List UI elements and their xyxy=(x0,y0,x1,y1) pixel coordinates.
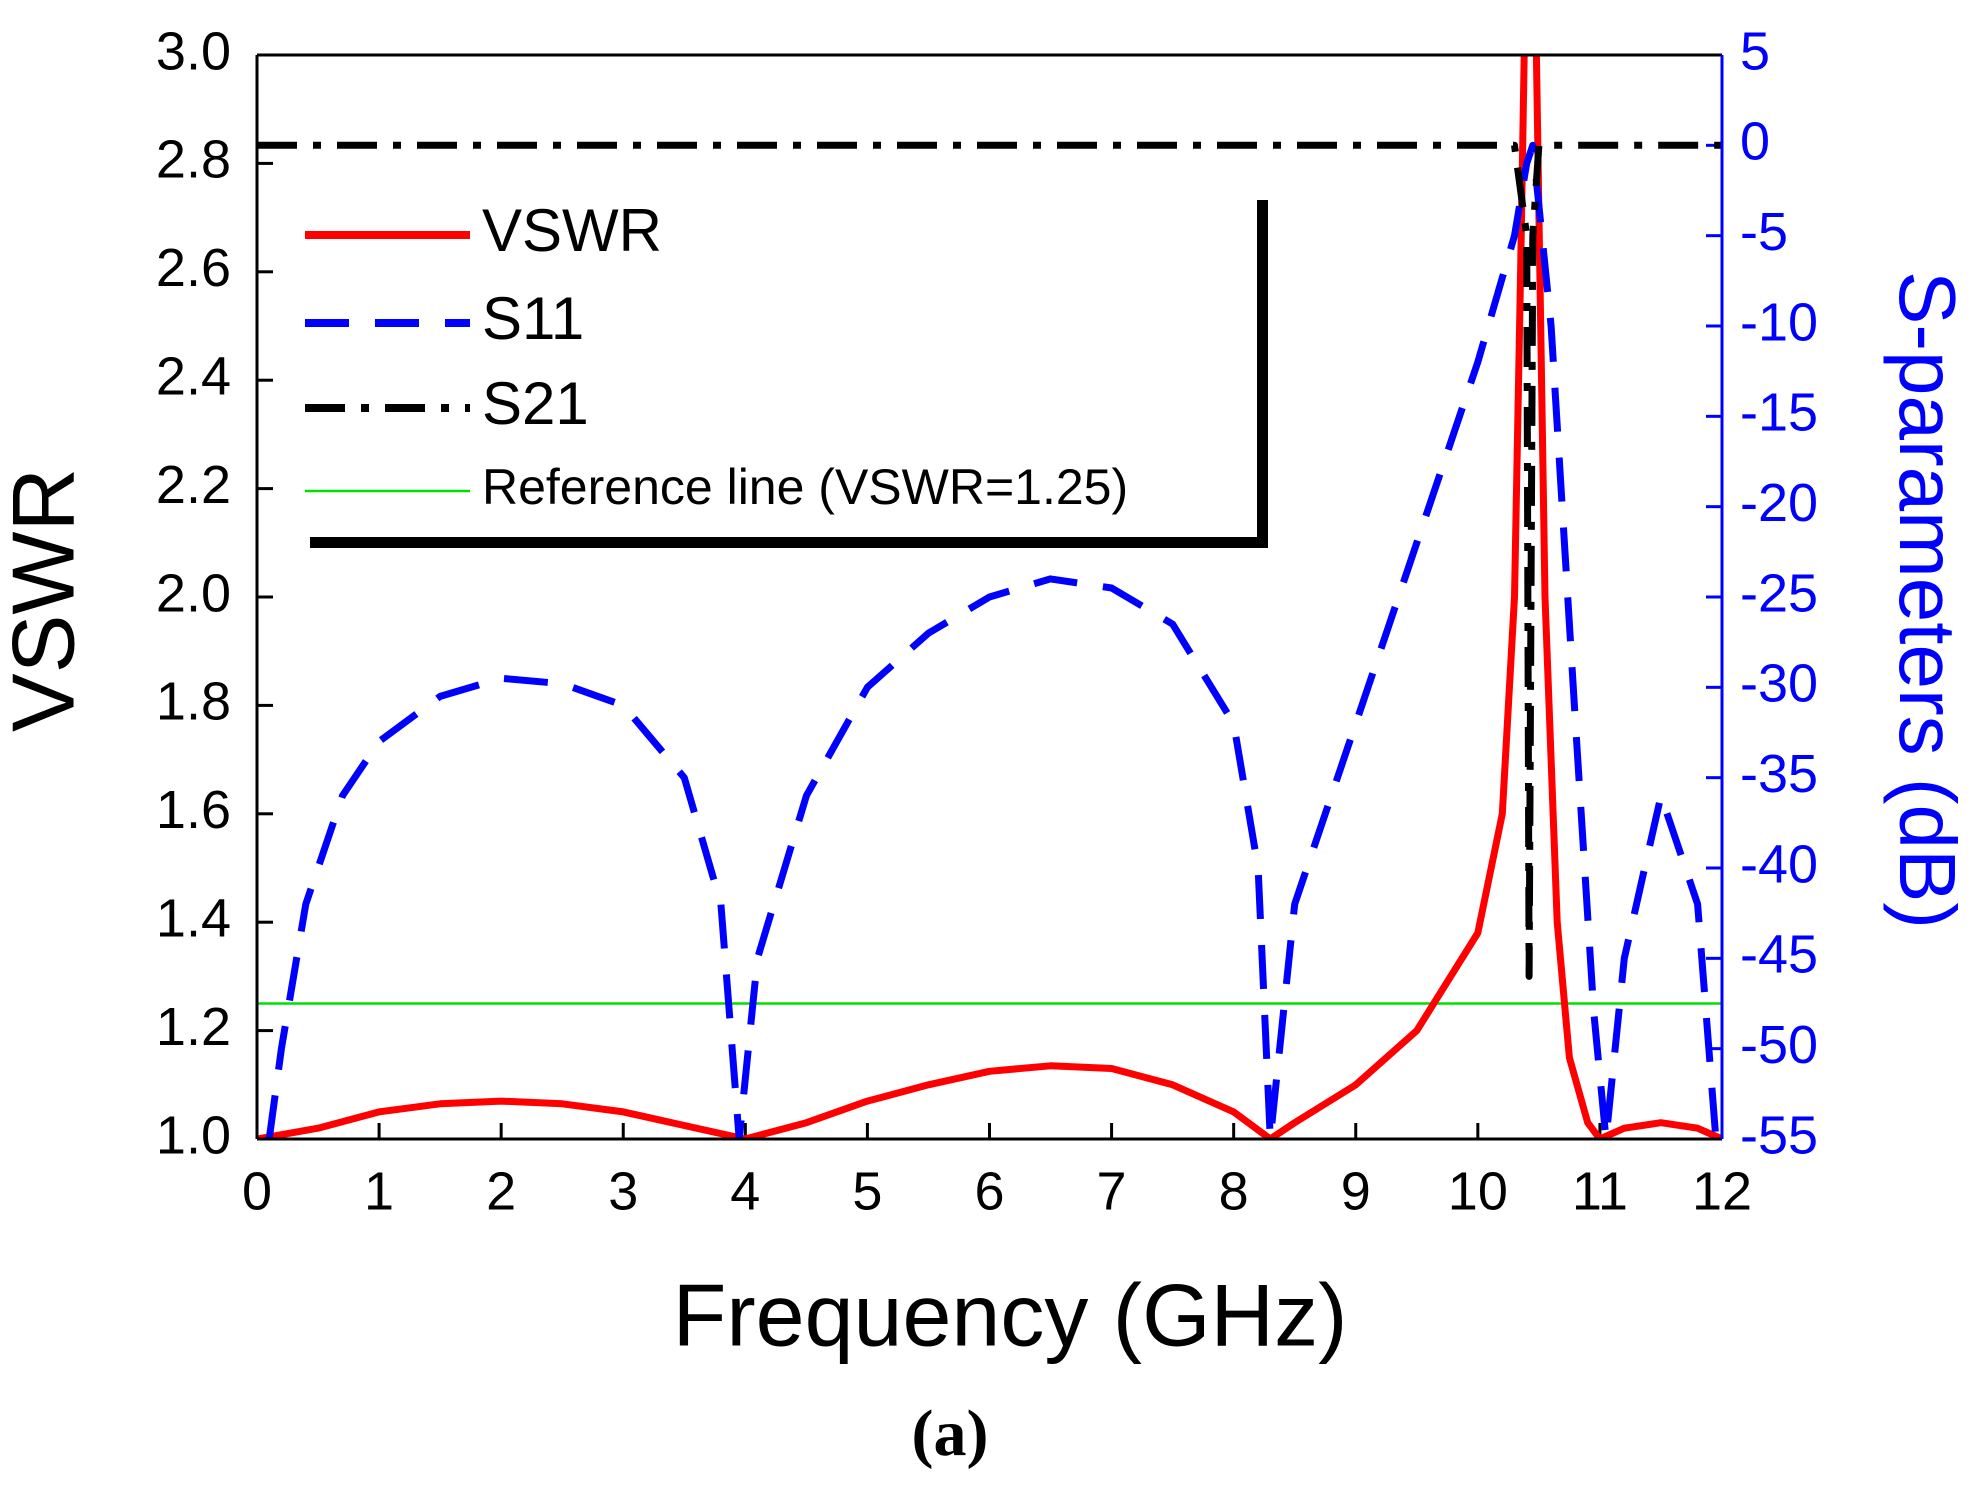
legend-shadow-bottom xyxy=(310,537,1268,548)
y2-axis-label: S-parameters (dB) xyxy=(1883,271,1972,929)
y-tick-label: 2.8 xyxy=(156,130,231,190)
y2-tick-label: -30 xyxy=(1740,654,1818,714)
y2-tick-label: -45 xyxy=(1740,925,1818,985)
y2-tick-label: -15 xyxy=(1740,383,1818,443)
x-tick-label: 7 xyxy=(1097,1161,1127,1221)
x-tick-label: 5 xyxy=(852,1161,882,1221)
y-tick-label: 1.6 xyxy=(156,780,231,840)
y2-tick-label: -55 xyxy=(1740,1105,1818,1165)
legend-shadow-right xyxy=(1257,200,1268,548)
y2-tick-label: -25 xyxy=(1740,563,1818,623)
y2-tick-label: -20 xyxy=(1740,473,1818,533)
y-tick-label: 1.4 xyxy=(156,888,231,948)
y-axis-label: VSWR xyxy=(0,468,92,732)
y2-tick-label: 5 xyxy=(1740,21,1770,81)
y2-tick-label: -35 xyxy=(1740,744,1818,804)
y-tick-label: 1.0 xyxy=(156,1105,231,1165)
series-line xyxy=(257,55,1722,1139)
legend: VSWR S11 S21 Reference line (VSWR=1.25) xyxy=(305,197,1268,548)
x-tick-label: 3 xyxy=(608,1161,638,1221)
y-tick-label: 3.0 xyxy=(156,21,231,81)
x-tick-label: 10 xyxy=(1448,1161,1508,1221)
y-tick-label: 2.0 xyxy=(156,563,231,623)
y-tick-label: 2.6 xyxy=(156,238,231,298)
y-tick-label: 2.4 xyxy=(156,346,231,406)
y-tick-label: 2.2 xyxy=(156,455,231,515)
y-tick-label: 1.8 xyxy=(156,672,231,732)
plot-area xyxy=(257,55,1722,1139)
legend-label: Reference line (VSWR=1.25) xyxy=(482,459,1128,515)
caption: (a) xyxy=(912,1397,989,1470)
y2-tick-label: -40 xyxy=(1740,834,1818,894)
y-tick-label: 1.2 xyxy=(156,997,231,1057)
series-line xyxy=(265,141,1720,1139)
x-axis-label: Frequency (GHz) xyxy=(673,1265,1348,1364)
x-tick-label: 2 xyxy=(486,1161,516,1221)
legend-label: S21 xyxy=(482,370,589,437)
x-tick-label: 8 xyxy=(1219,1161,1249,1221)
y2-tick-label: -5 xyxy=(1740,202,1788,262)
x-tick-label: 11 xyxy=(1572,1161,1628,1221)
y2-tick-label: -50 xyxy=(1740,1015,1818,1075)
legend-label: S11 xyxy=(482,285,584,352)
y2-tick-label: -10 xyxy=(1740,292,1818,352)
x-tick-label: 12 xyxy=(1692,1161,1752,1221)
x-tick-label: 9 xyxy=(1341,1161,1371,1221)
legend-label: VSWR xyxy=(482,197,662,264)
x-tick-label: 6 xyxy=(974,1161,1004,1221)
y2-tick-label: 0 xyxy=(1740,112,1770,172)
series-line xyxy=(257,141,1722,980)
x-tick-label: 4 xyxy=(730,1161,760,1221)
x-tick-label: 1 xyxy=(364,1161,394,1221)
x-tick-label: 0 xyxy=(242,1161,272,1221)
